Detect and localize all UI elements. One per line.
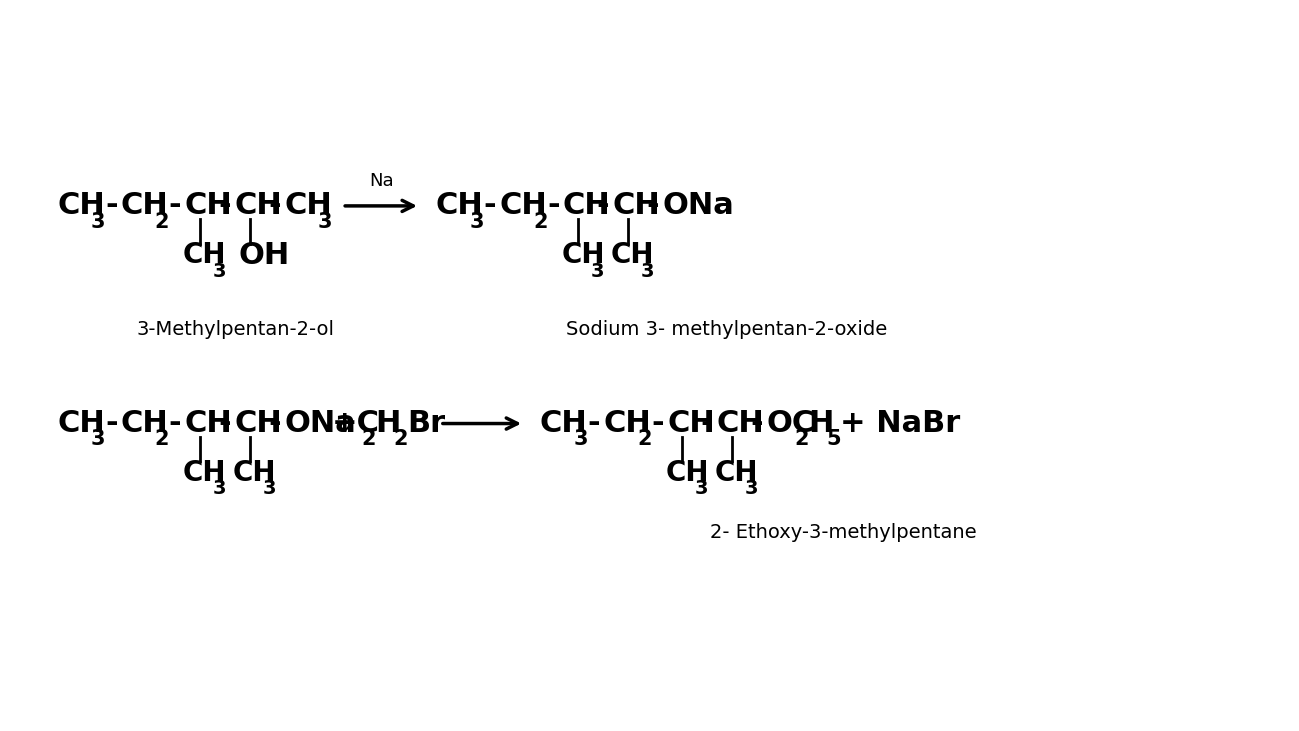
- Text: -: -: [651, 409, 664, 438]
- Text: 2: 2: [155, 430, 169, 450]
- Text: CH: CH: [603, 409, 651, 438]
- Text: CH: CH: [183, 459, 226, 487]
- Text: CH: CH: [121, 409, 169, 438]
- Text: 3: 3: [318, 212, 333, 232]
- Text: 5: 5: [826, 430, 840, 450]
- Text: 3: 3: [591, 262, 604, 281]
- Text: -: -: [596, 192, 609, 221]
- Text: 2: 2: [394, 430, 408, 450]
- Text: H: H: [375, 409, 401, 438]
- Text: -: -: [647, 192, 659, 221]
- Text: OC: OC: [766, 409, 814, 438]
- Text: -: -: [547, 192, 560, 221]
- Text: CH: CH: [561, 241, 604, 269]
- Text: 2- Ethoxy-3-methylpentane: 2- Ethoxy-3-methylpentane: [711, 523, 977, 542]
- Text: 3: 3: [213, 480, 226, 499]
- Text: 3: 3: [91, 212, 105, 232]
- Text: CH: CH: [717, 409, 765, 438]
- Text: CH: CH: [562, 192, 611, 221]
- Text: 3: 3: [744, 480, 759, 499]
- Text: -: -: [218, 192, 231, 221]
- Text: -: -: [218, 409, 231, 438]
- Text: -: -: [268, 192, 281, 221]
- Text: + NaBr: + NaBr: [840, 409, 960, 438]
- Text: 2: 2: [155, 212, 169, 232]
- Text: -: -: [169, 192, 182, 221]
- Text: 3: 3: [213, 262, 226, 281]
- Text: -: -: [483, 192, 496, 221]
- Text: -: -: [169, 409, 182, 438]
- Text: Br: Br: [408, 409, 446, 438]
- Text: 2: 2: [533, 212, 547, 232]
- Text: 3: 3: [469, 212, 483, 232]
- Text: CH: CH: [57, 409, 105, 438]
- Text: 2: 2: [637, 430, 652, 450]
- Text: +C: +C: [333, 409, 379, 438]
- Text: -: -: [268, 409, 281, 438]
- Text: Na: Na: [369, 172, 394, 190]
- Text: OH: OH: [239, 240, 290, 270]
- Text: CH: CH: [714, 459, 759, 487]
- Text: Sodium 3- methylpentan-2-oxide: Sodium 3- methylpentan-2-oxide: [566, 319, 887, 338]
- Text: CH: CH: [499, 192, 547, 221]
- Text: -: -: [105, 409, 117, 438]
- Text: CH: CH: [57, 192, 105, 221]
- Text: -: -: [587, 409, 600, 438]
- Text: ONa: ONa: [284, 409, 356, 438]
- Text: 3: 3: [640, 262, 655, 281]
- Text: 3: 3: [262, 480, 275, 499]
- Text: 3: 3: [573, 430, 588, 450]
- Text: CH: CH: [183, 241, 226, 269]
- Text: CH: CH: [233, 459, 277, 487]
- Text: CH: CH: [234, 192, 282, 221]
- Text: 2: 2: [362, 430, 377, 450]
- Text: CH: CH: [234, 409, 282, 438]
- Text: CH: CH: [665, 459, 709, 487]
- Text: CH: CH: [666, 409, 714, 438]
- Text: ONa: ONa: [662, 192, 734, 221]
- Text: CH: CH: [613, 192, 660, 221]
- Text: 2: 2: [795, 430, 809, 450]
- Text: CH: CH: [539, 409, 587, 438]
- Text: 3: 3: [695, 480, 709, 499]
- Text: -: -: [751, 409, 764, 438]
- Text: 3-Methylpentan-2-ol: 3-Methylpentan-2-ol: [136, 319, 335, 338]
- Text: CH: CH: [184, 192, 233, 221]
- Text: CH: CH: [121, 192, 169, 221]
- Text: CH: CH: [435, 192, 483, 221]
- Text: -: -: [701, 409, 713, 438]
- Text: CH: CH: [284, 192, 331, 221]
- Text: CH: CH: [184, 409, 233, 438]
- Text: 3: 3: [91, 430, 105, 450]
- Text: -: -: [105, 192, 117, 221]
- Text: CH: CH: [611, 241, 655, 269]
- Text: H: H: [808, 409, 834, 438]
